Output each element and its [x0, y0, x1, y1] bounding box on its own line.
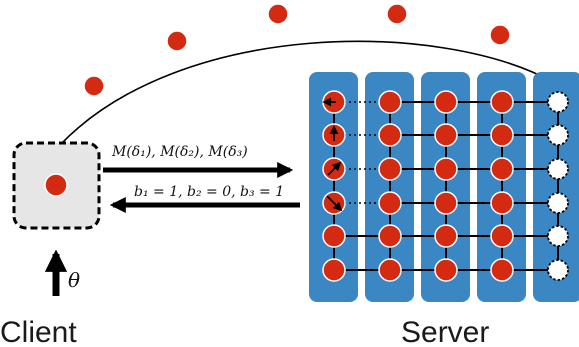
flying-qubit — [267, 3, 289, 25]
qubit-empty — [547, 158, 569, 180]
answer-arrow-label: b₁ = 1, b₂ = 0, b₃ = 1 — [134, 184, 284, 200]
qubit — [322, 258, 346, 282]
client-node — [12, 141, 101, 230]
qubit — [490, 224, 514, 248]
measurement-angle-arrow — [326, 195, 343, 212]
qubit — [378, 258, 402, 282]
qubit-empty — [547, 91, 569, 113]
qubit — [490, 258, 514, 282]
client-qubit — [44, 173, 68, 197]
qubit — [434, 157, 458, 181]
measurement-angle-arrow — [327, 161, 342, 176]
flying-qubits — [83, 3, 511, 97]
qubit — [322, 224, 346, 248]
qubit — [434, 123, 458, 147]
flying-qubit — [166, 30, 188, 52]
qubit — [378, 123, 402, 147]
qubit — [490, 123, 514, 147]
qubit — [378, 224, 402, 248]
qubit — [378, 90, 402, 114]
flying-qubit — [386, 3, 408, 25]
qubit — [434, 224, 458, 248]
query-arrow-label: M(δ₁), M(δ₂), M(δ₃) — [111, 144, 248, 160]
qubit — [490, 90, 514, 114]
qubit — [434, 258, 458, 282]
flying-qubit — [83, 75, 105, 97]
server-label: Server — [401, 316, 489, 347]
qubit-empty — [547, 192, 569, 214]
qubit-transfer-curve — [59, 40, 554, 146]
flying-qubit — [489, 24, 511, 46]
qubit — [434, 191, 458, 215]
qubit — [434, 90, 458, 114]
server-column — [533, 72, 579, 302]
qubit — [490, 191, 514, 215]
server-node — [309, 72, 579, 302]
qubit — [378, 191, 402, 215]
client-label: Client — [0, 316, 77, 347]
theta-label: θ — [68, 268, 80, 292]
qubit — [490, 157, 514, 181]
qubit-empty — [547, 124, 569, 146]
qubit-empty — [547, 225, 569, 247]
qubit-empty — [547, 259, 569, 281]
qubit — [378, 157, 402, 181]
